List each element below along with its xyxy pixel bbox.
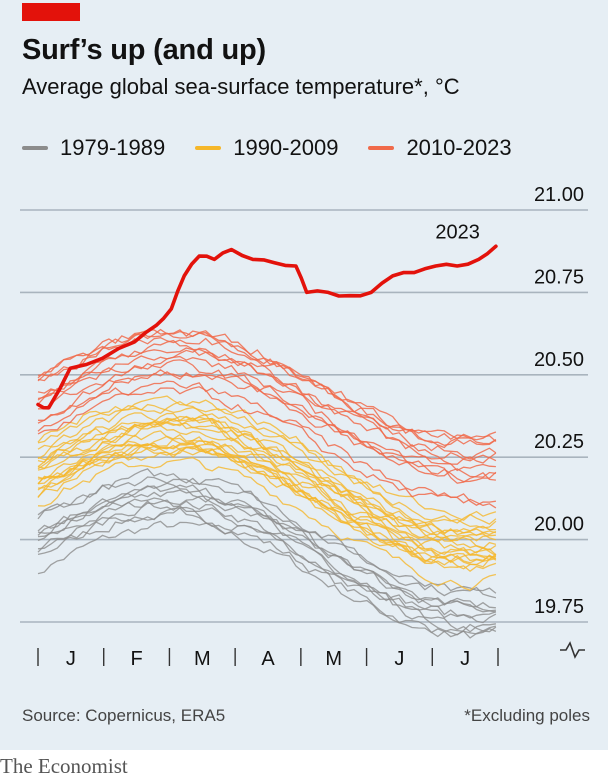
series-line: [37, 412, 496, 542]
economist-logo-text: The Economist: [0, 754, 128, 778]
series-line: [37, 468, 497, 599]
y-tick-label: 20.00: [534, 514, 584, 536]
line-chart: 19.75 20.00 20.25 20.50 20.75 21.00 J F M A M J J 202…: [20, 184, 588, 670]
series-line: [37, 441, 497, 570]
series-line: [37, 435, 497, 561]
series-line: [37, 329, 497, 446]
x-tick-label: J: [394, 648, 404, 670]
series-line: [37, 507, 496, 633]
series-line: [37, 339, 497, 462]
legend-item-1979-1989: 1979-1989: [22, 135, 165, 161]
series-line: [37, 495, 497, 624]
x-tick-label: J: [460, 648, 470, 670]
y-tick-label: 21.00: [534, 184, 584, 206]
series-line: [37, 457, 497, 591]
series-line-2023: [36, 244, 498, 410]
series-line: [37, 418, 496, 534]
legend-label: 1979-1989: [60, 135, 166, 160]
chart-title: Surf’s up (and up): [22, 34, 266, 66]
series-line: [37, 499, 497, 636]
series-line: [37, 415, 497, 537]
series-line: [37, 506, 497, 639]
series-line: [37, 337, 497, 441]
series-line: [37, 403, 497, 529]
legend-label: 2010-2023: [406, 135, 512, 160]
series-line: [37, 395, 497, 521]
legend-swatch-yellow: [195, 146, 222, 150]
series-line: [38, 359, 496, 484]
series-line: [37, 476, 497, 594]
x-tick-label: M: [194, 648, 211, 670]
series-line: [38, 369, 496, 472]
series-label-2023: 2023: [435, 221, 480, 243]
series-line: [37, 330, 497, 449]
legend: 1979-1989 1990-2009 2010-2023: [22, 135, 512, 161]
series-line: [37, 482, 496, 609]
legend-swatch-red: [368, 146, 395, 150]
brand-bar: [22, 3, 80, 21]
series-line: [37, 328, 497, 445]
legend-item-2010-2023: 2010-2023: [368, 135, 512, 161]
legend-label: 1990-2009: [233, 135, 339, 160]
axis-break-icon: [560, 641, 585, 659]
series-line: [37, 421, 497, 543]
y-tick-label: 20.25: [534, 431, 584, 453]
chart-subtitle: Average global sea-surface temperature*,…: [22, 74, 460, 99]
legend-swatch-gray: [22, 146, 48, 150]
series-line: [37, 500, 497, 619]
series-line: [37, 386, 497, 509]
footnote: *Excluding poles: [464, 706, 590, 725]
series-line: [37, 400, 497, 525]
series-line: [37, 380, 496, 506]
series-line: [37, 412, 497, 536]
legend-item-1990-2009: 1990-2009: [195, 135, 338, 161]
y-tick-label: 20.50: [534, 349, 584, 371]
series-line: [37, 447, 497, 564]
x-tick-label: J: [66, 648, 76, 670]
series-line: [37, 442, 497, 573]
y-tick-label: 20.75: [534, 266, 584, 288]
y-tick-label: 19.75: [534, 596, 584, 618]
series-line: [37, 445, 497, 568]
x-tick-label: A: [261, 648, 275, 670]
series-line: [37, 347, 497, 460]
x-tick-label: M: [325, 648, 342, 670]
source-note: Source: Copernicus, ERA5: [22, 706, 226, 725]
series-line: [37, 355, 496, 478]
series-line: [37, 520, 497, 635]
series-line: [37, 443, 496, 564]
x-tick-label: F: [130, 648, 142, 670]
